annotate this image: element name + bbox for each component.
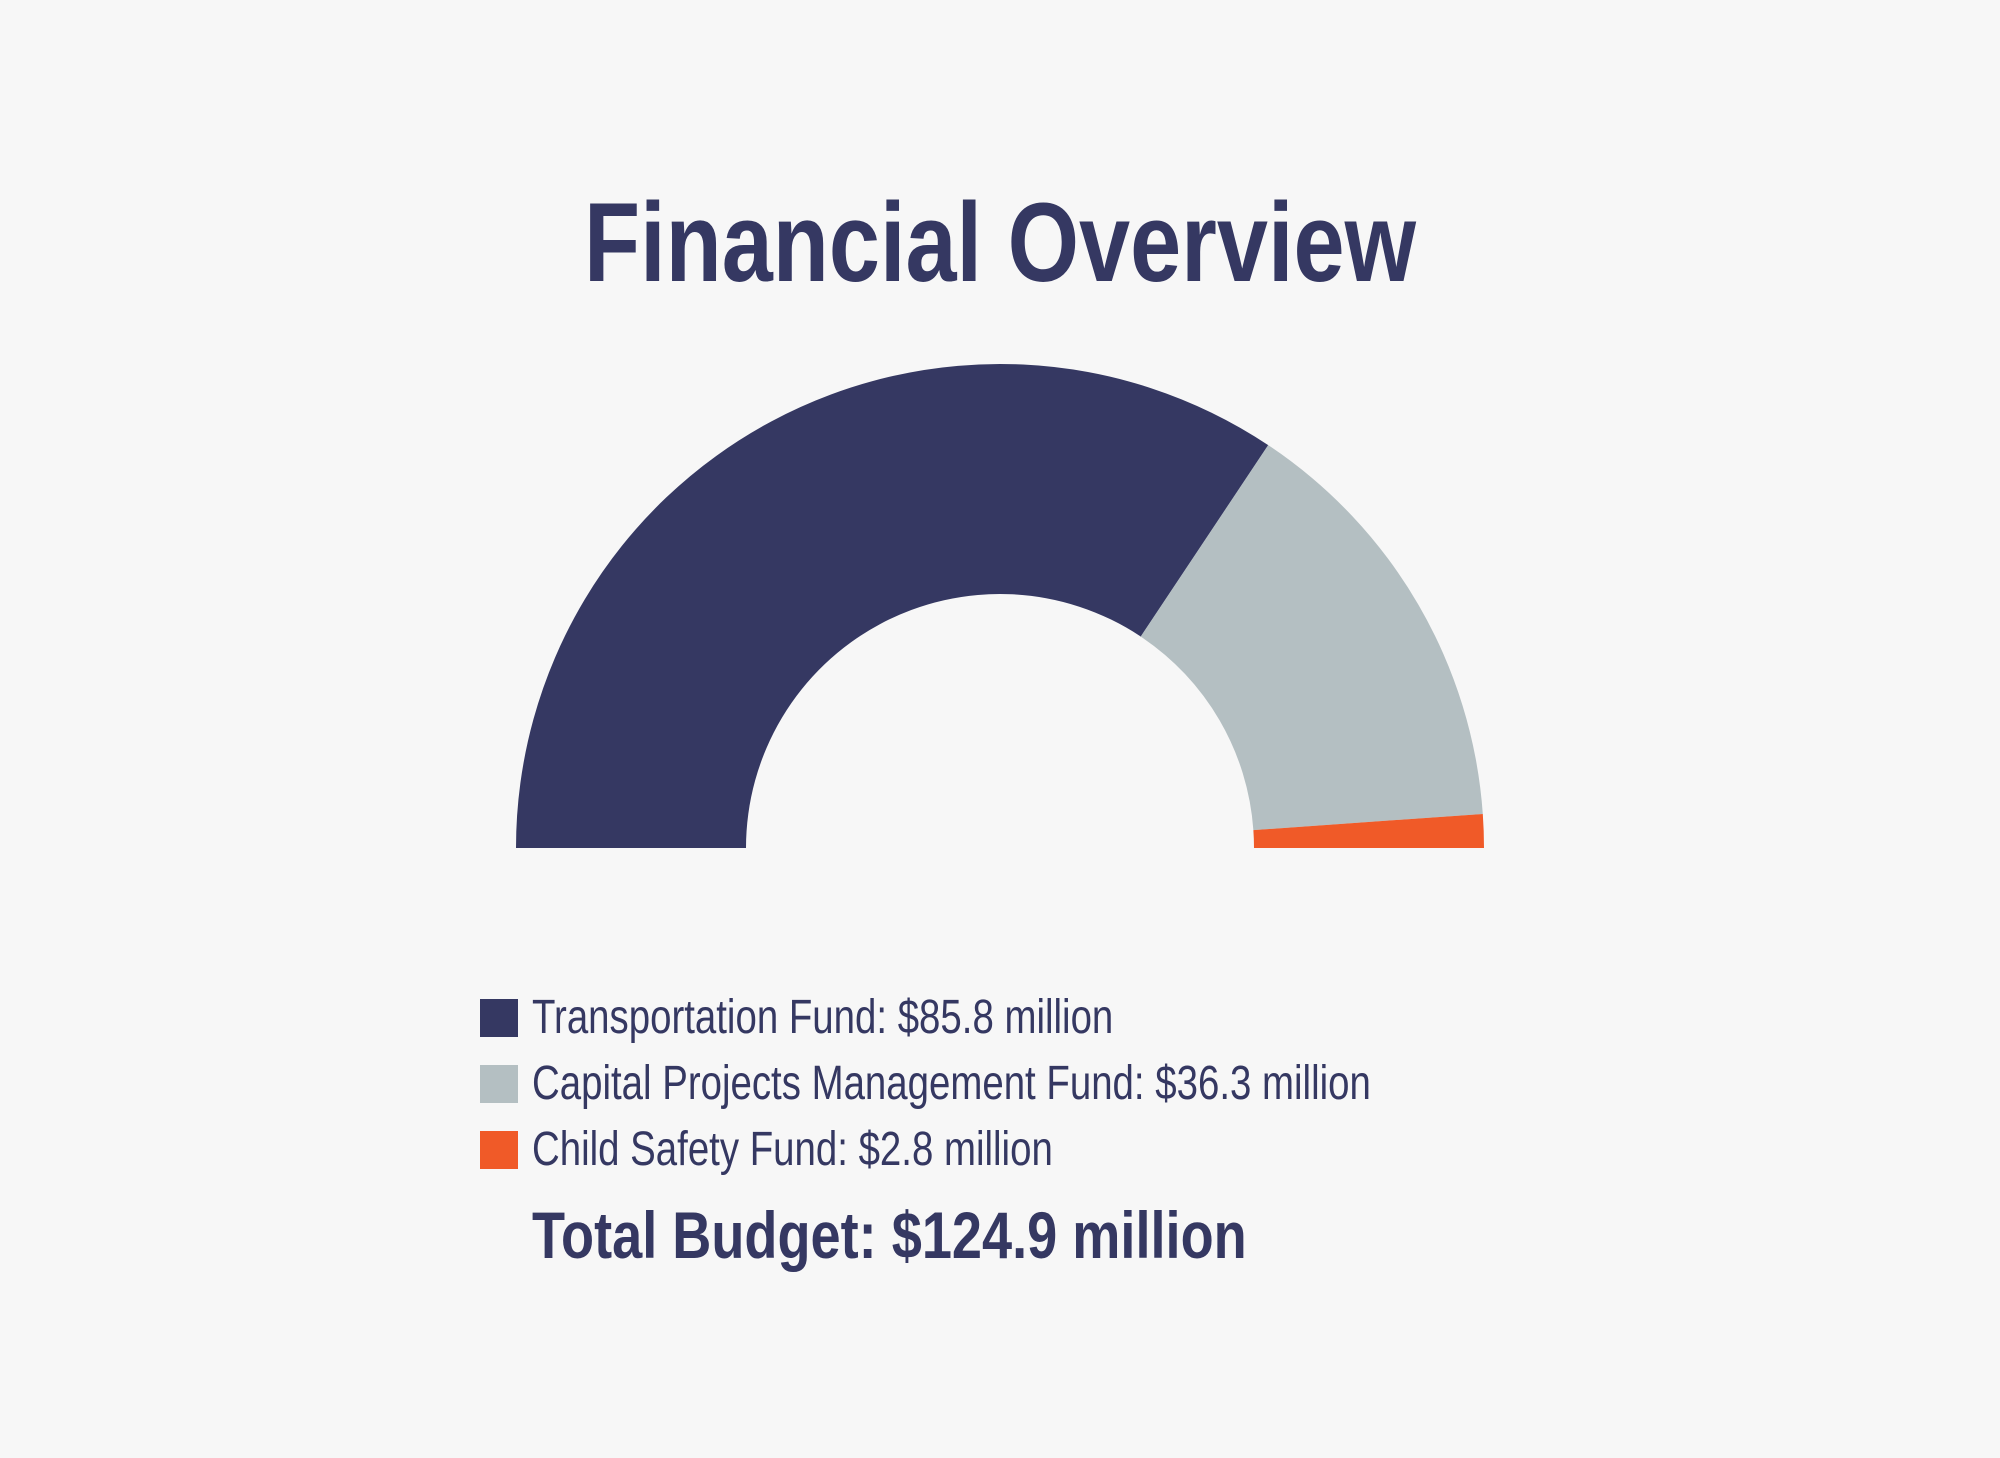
legend-swatch-transportation [480, 999, 518, 1037]
legend-label-capital-projects: Capital Projects Management Fund: $36.3 … [532, 1057, 1371, 1110]
chart-title: Financial Overview [583, 180, 1417, 305]
slice-capital-projects [1140, 445, 1483, 831]
legend-swatch-capital-projects [480, 1065, 518, 1103]
slice-transportation [516, 364, 1269, 848]
legend-item-child-safety: Child Safety Fund: $2.8 million [480, 1117, 1680, 1183]
total-budget: Total Budget: $124.9 million [532, 1198, 1247, 1272]
legend-item-transportation: Transportation Fund: $85.8 million [480, 985, 1680, 1051]
legend-label-transportation: Transportation Fund: $85.8 million [532, 991, 1114, 1044]
legend-label-child-safety: Child Safety Fund: $2.8 million [532, 1123, 1053, 1176]
legend-swatch-child-safety [480, 1131, 518, 1169]
legend: Transportation Fund: $85.8 million Capit… [480, 985, 1680, 1183]
slice-child-safety [1253, 813, 1484, 848]
chart-slices [516, 364, 1484, 848]
legend-item-capital-projects: Capital Projects Management Fund: $36.3 … [480, 1051, 1680, 1117]
